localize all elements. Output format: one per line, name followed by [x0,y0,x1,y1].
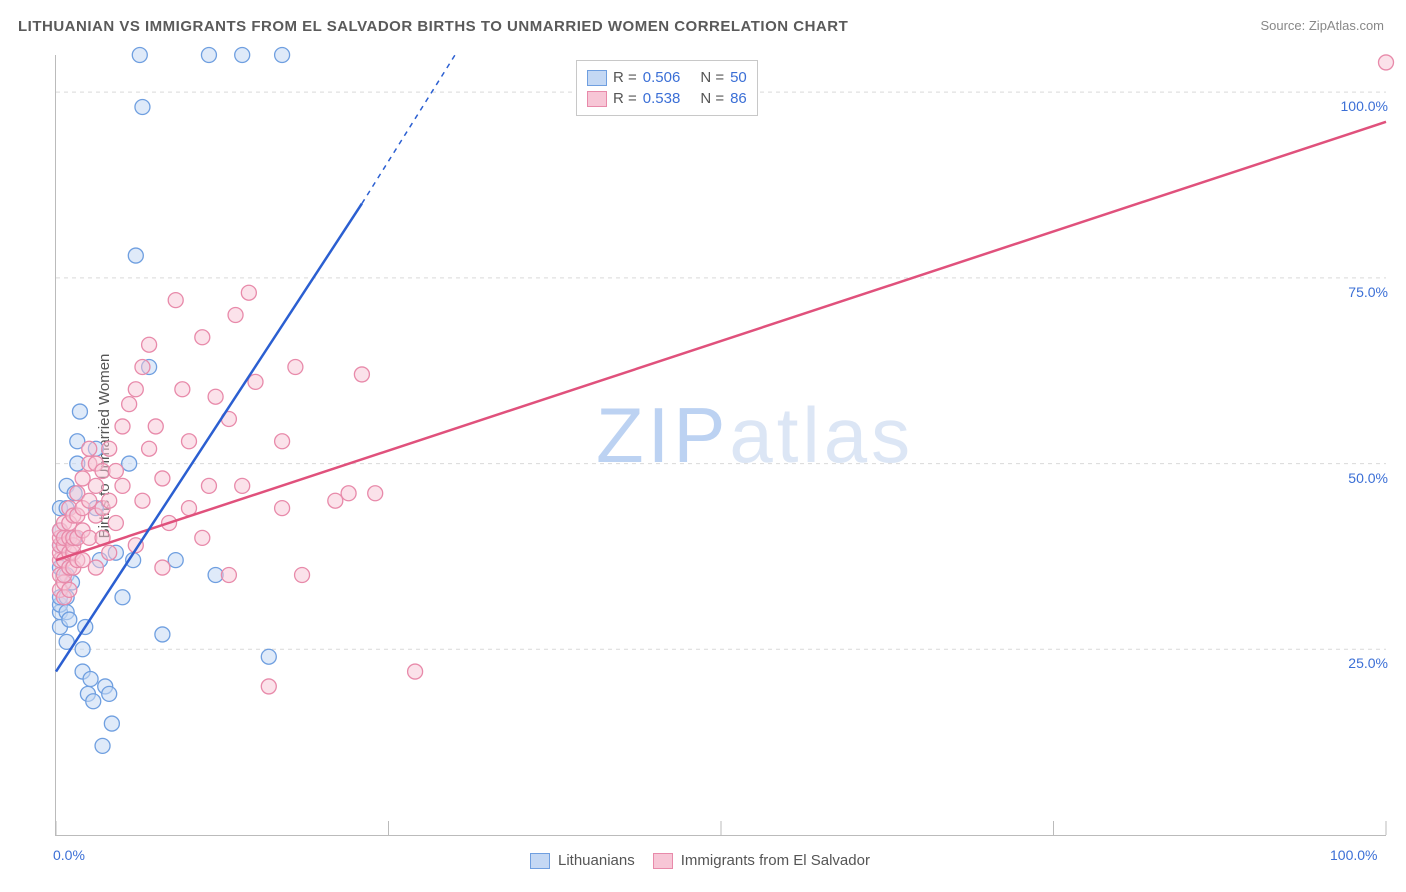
legend-n-label: N = [700,69,724,86]
x-tick-label: 100.0% [1330,847,1377,863]
legend-r-label: R = [613,69,637,86]
legend-row-pink: R = 0.538 N = 86 [587,88,747,109]
legend-n-label-2: N = [700,90,724,107]
legend-pink-label: Immigrants from El Salvador [681,852,870,869]
legend-blue-label: Lithuanians [558,852,635,869]
y-tick-label: 50.0% [1348,470,1388,486]
plot-svg [56,55,1386,835]
legend-r-label-2: R = [613,90,637,107]
series-legend: Lithuanians Immigrants from El Salvador [530,852,870,869]
legend-blue-n: 50 [730,69,747,86]
plot-area: ZIPatlas R = 0.506 N = 50 R = 0.538 N = … [55,55,1386,836]
y-tick-label: 75.0% [1348,284,1388,300]
swatch-blue-2 [530,853,550,869]
legend-item-pink: Immigrants from El Salvador [653,852,870,869]
source-label: Source: ZipAtlas.com [1260,18,1384,33]
legend-row-blue: R = 0.506 N = 50 [587,67,747,88]
chart-title: LITHUANIAN VS IMMIGRANTS FROM EL SALVADO… [18,18,848,35]
x-tick-label: 0.0% [53,847,85,863]
swatch-pink-2 [653,853,673,869]
y-tick-label: 100.0% [1341,98,1388,114]
legend-pink-r: 0.538 [643,90,681,107]
y-tick-label: 25.0% [1348,655,1388,671]
legend-pink-n: 86 [730,90,747,107]
legend-item-blue: Lithuanians [530,852,635,869]
legend-blue-r: 0.506 [643,69,681,86]
correlation-legend: R = 0.506 N = 50 R = 0.538 N = 86 [576,60,758,116]
swatch-blue [587,70,607,86]
swatch-pink [587,91,607,107]
